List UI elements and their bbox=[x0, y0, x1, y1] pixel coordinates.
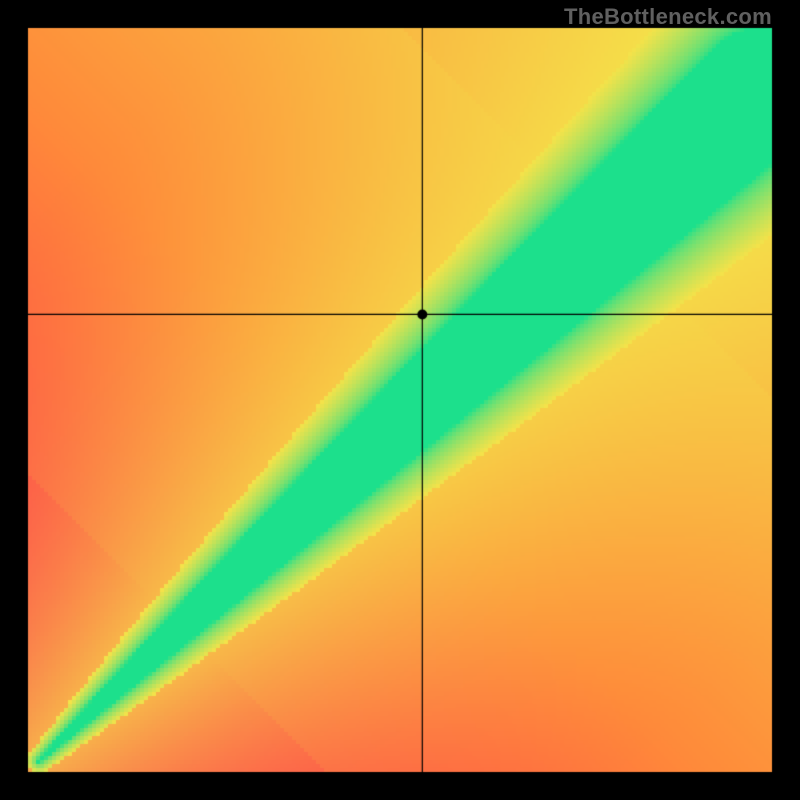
heatmap-canvas bbox=[0, 0, 800, 800]
watermark-text: TheBottleneck.com bbox=[564, 4, 772, 30]
chart-container: TheBottleneck.com bbox=[0, 0, 800, 800]
